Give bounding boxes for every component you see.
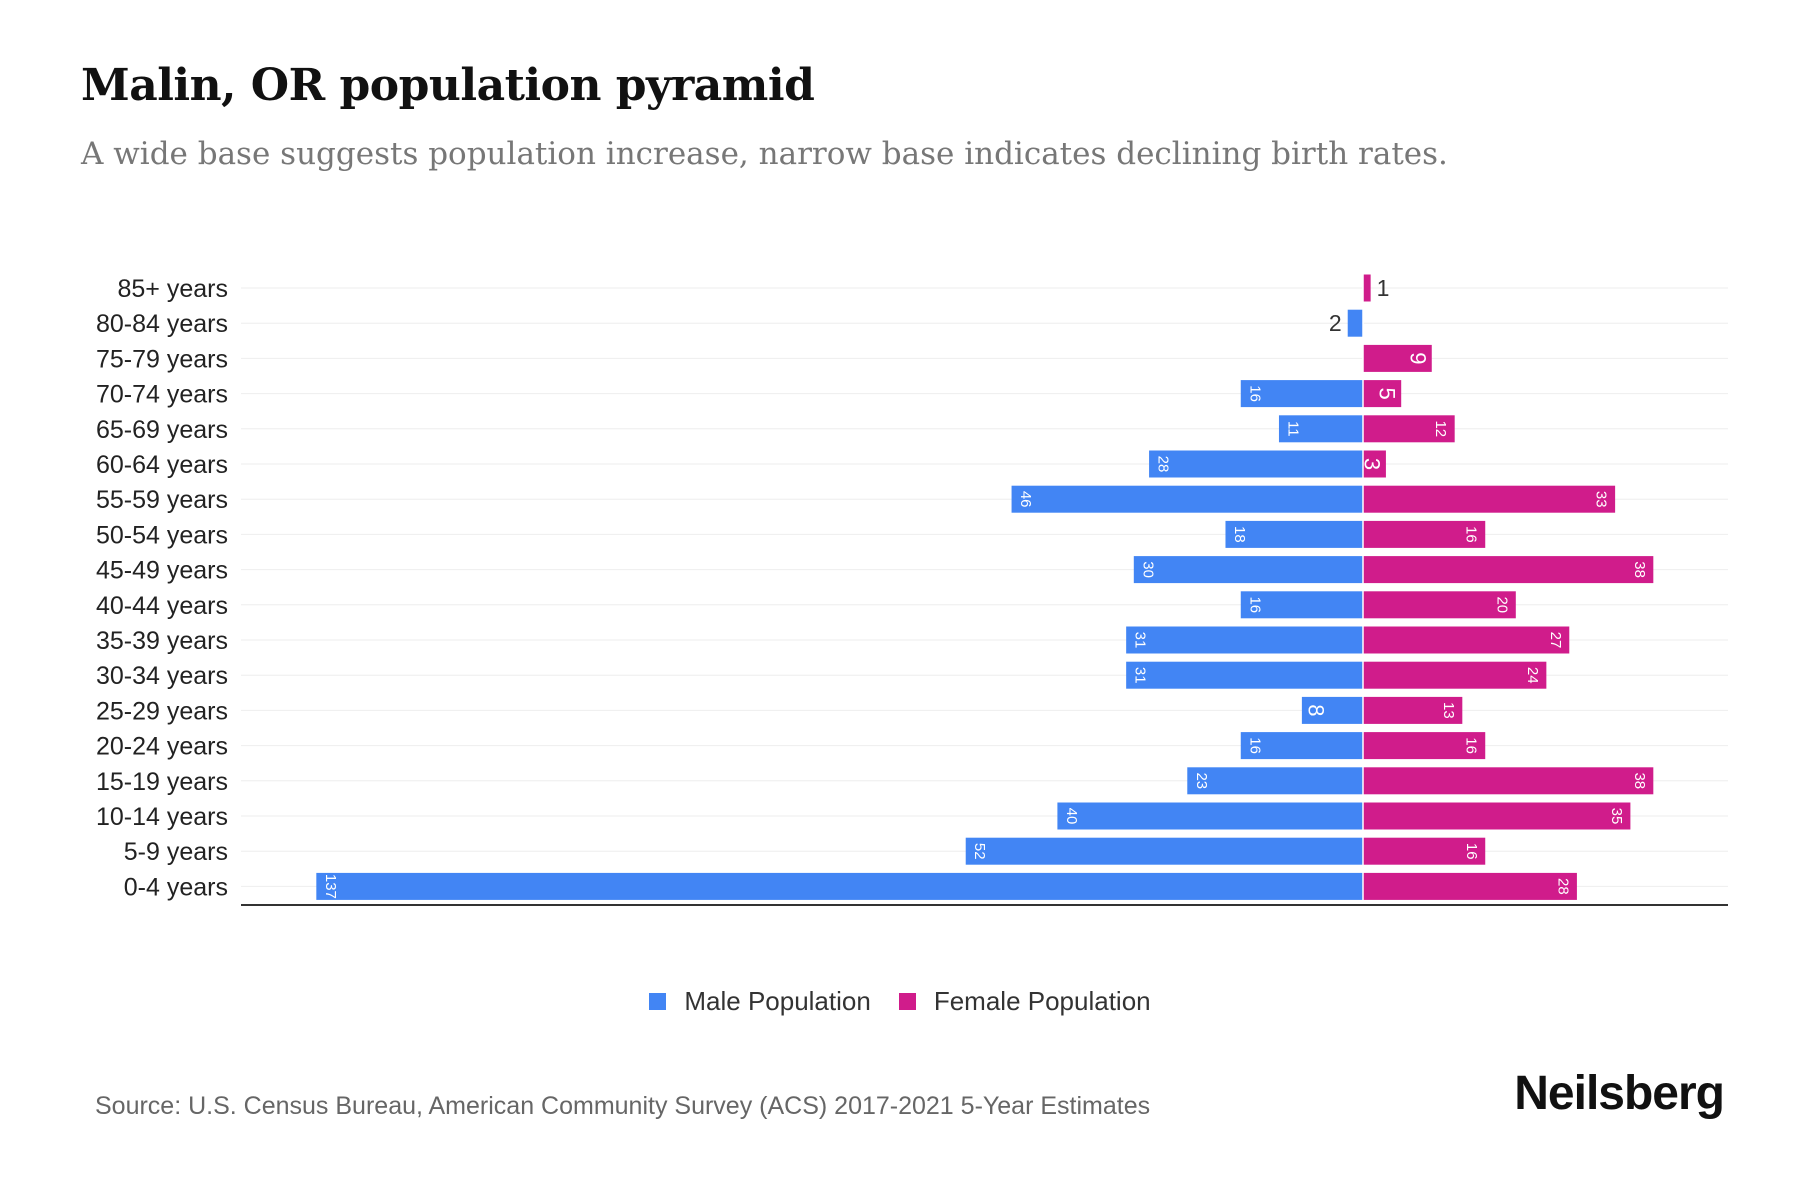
y-tick-label: 75-79 years — [96, 345, 228, 373]
male-bar — [1133, 556, 1363, 584]
y-tick-label: 85+ years — [118, 275, 229, 303]
data-label: 16 — [1463, 526, 1480, 543]
female-bar — [1363, 837, 1486, 865]
data-label: 20 — [1493, 596, 1510, 613]
y-tick-label: 5-9 years — [124, 838, 228, 866]
y-tick-label: 20-24 years — [96, 733, 228, 761]
legend-item-female: Female Population — [898, 986, 1151, 1017]
female-bar — [1363, 802, 1631, 830]
data-label: 137 — [322, 874, 339, 899]
male-bar — [1347, 309, 1363, 337]
data-label: 18 — [1231, 526, 1248, 543]
male-bar — [1225, 520, 1363, 548]
female-bar — [1363, 661, 1547, 689]
female-bar — [1363, 485, 1616, 513]
data-label: 16 — [1246, 737, 1263, 754]
female-bar — [1363, 732, 1486, 760]
male-bar — [1149, 450, 1363, 478]
female-bar — [1363, 380, 1402, 408]
male-bar — [1301, 696, 1363, 724]
legend: Male Population Female Population — [0, 986, 1800, 1017]
data-label: 35 — [1608, 808, 1625, 825]
data-label: 2 — [1329, 310, 1342, 336]
data-label: 16 — [1463, 843, 1480, 860]
data-label: 52 — [971, 843, 988, 860]
female-bar — [1363, 450, 1386, 478]
y-tick-label: 80-84 years — [96, 310, 228, 338]
data-label: 5 — [1375, 387, 1400, 399]
data-label: 38 — [1631, 772, 1648, 789]
pyramid-chart: 85+ years 80-84 years 75-79 years 70-74 yea… — [96, 274, 1728, 906]
y-tick-label: 50-54 years — [96, 521, 228, 549]
male-bar — [1240, 591, 1363, 619]
data-label: 33 — [1593, 491, 1610, 508]
data-label: 46 — [1017, 491, 1034, 508]
female-bar — [1363, 626, 1570, 654]
legend-swatch-female — [898, 993, 916, 1010]
y-tick-label: 15-19 years — [96, 768, 228, 796]
female-bar — [1363, 520, 1486, 548]
male-bar — [1278, 415, 1363, 443]
y-tick-label: 35-39 years — [96, 627, 228, 655]
female-bar — [1363, 591, 1516, 619]
data-label: 16 — [1246, 385, 1263, 402]
y-tick-label: 45-49 years — [96, 557, 228, 585]
male-bar — [1011, 485, 1363, 513]
data-label: 40 — [1063, 808, 1080, 825]
legend-item-male: Male Population — [649, 986, 871, 1017]
female-bar — [1363, 274, 1371, 302]
data-label: 8 — [1303, 704, 1328, 716]
legend-swatch-male — [649, 993, 667, 1010]
y-tick-label: 70-74 years — [96, 381, 228, 409]
data-label: 9 — [1405, 352, 1430, 364]
female-bar — [1363, 415, 1455, 443]
legend-label-male: Male Population — [684, 986, 871, 1016]
data-label: 12 — [1432, 420, 1449, 437]
data-label: 1 — [1377, 275, 1390, 301]
male-bar — [1057, 802, 1363, 830]
data-label: 23 — [1193, 772, 1210, 789]
female-bar — [1363, 767, 1654, 795]
data-label: 11 — [1284, 421, 1301, 437]
male-bar — [316, 872, 1363, 900]
data-label: 3 — [1359, 458, 1384, 470]
data-label: 16 — [1463, 737, 1480, 754]
data-label: 28 — [1155, 456, 1172, 473]
legend-label-female: Female Population — [933, 986, 1151, 1016]
data-label: 24 — [1524, 667, 1541, 684]
male-bar — [1126, 626, 1363, 654]
y-tick-label: 25-29 years — [96, 697, 228, 725]
y-tick-label: 55-59 years — [96, 486, 228, 514]
male-bar — [1126, 661, 1363, 689]
female-bar — [1363, 556, 1654, 584]
chart-title: Malin, OR population pyramid — [81, 60, 815, 111]
y-tick-label: 60-64 years — [96, 451, 228, 479]
chart-subtitle: A wide base suggests population increase… — [81, 136, 1448, 172]
male-bar — [965, 837, 1363, 865]
data-label: 38 — [1631, 561, 1648, 578]
data-label: 31 — [1132, 632, 1149, 649]
female-bar — [1363, 872, 1577, 900]
data-label: 28 — [1554, 878, 1571, 895]
data-label: 30 — [1139, 561, 1156, 578]
female-bar — [1363, 344, 1432, 372]
data-label: 16 — [1246, 596, 1263, 613]
y-tick-label: 40-44 years — [96, 592, 228, 620]
data-label: 27 — [1547, 632, 1564, 649]
data-label: 13 — [1440, 702, 1457, 719]
y-tick-label: 10-14 years — [96, 803, 228, 831]
y-tick-label: 65-69 years — [96, 416, 228, 444]
male-bar — [1240, 380, 1363, 408]
data-label: 31 — [1132, 667, 1149, 684]
source-note: Source: U.S. Census Bureau, American Com… — [95, 1092, 1151, 1120]
y-tick-label: 0-4 years — [124, 873, 228, 901]
y-tick-label: 30-34 years — [96, 662, 228, 690]
male-bar — [1187, 767, 1363, 795]
neilsberg-logo: Neilsberg — [1514, 1067, 1725, 1120]
female-bar — [1363, 696, 1463, 724]
male-bar — [1240, 732, 1363, 760]
